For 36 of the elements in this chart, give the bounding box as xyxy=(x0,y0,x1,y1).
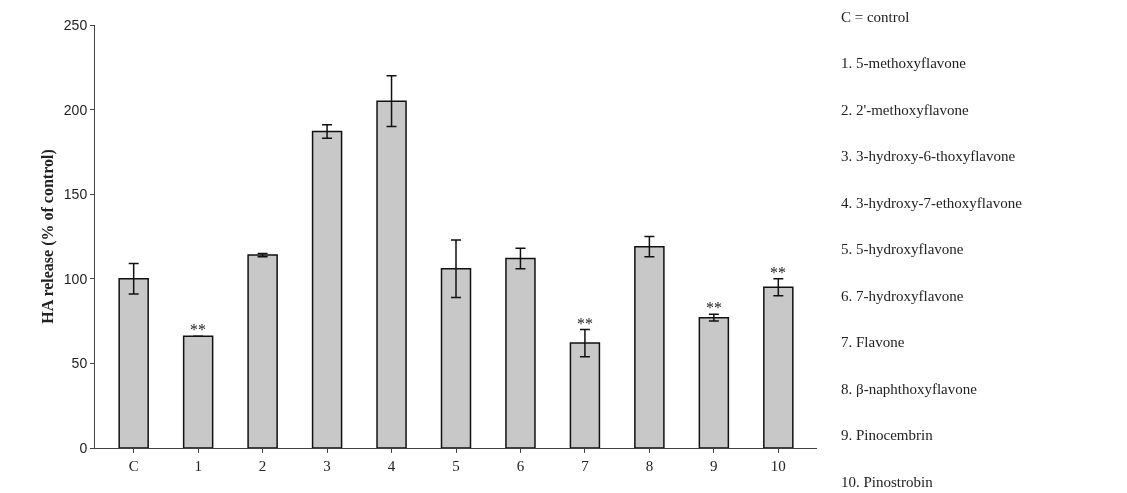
y-tick-label: 100 xyxy=(63,270,88,287)
y-tick-label: 0 xyxy=(79,439,88,456)
annotation: ** xyxy=(770,264,786,281)
bar xyxy=(698,316,730,448)
y-axis-title: HA release (% of control) xyxy=(39,149,57,324)
y-tick-label: 250 xyxy=(63,16,88,33)
y-tick-label: 150 xyxy=(63,186,88,203)
text: 4. 3-hydroxy-7-ethoxyflavone xyxy=(841,195,1023,211)
x-tick-label: 10 xyxy=(770,458,786,474)
text: 5. 5-hydroxyflavone xyxy=(841,241,964,257)
y-tick-label: 50 xyxy=(71,355,88,372)
annotation: ** xyxy=(706,299,722,316)
annotation: ** xyxy=(190,321,206,338)
x-tick-label: 2 xyxy=(258,458,267,474)
x-tick-label: 7 xyxy=(581,458,590,474)
x-tick-label: 5 xyxy=(452,458,460,474)
x-tick-label: 6 xyxy=(516,458,525,474)
text: 10. Pinostrobin xyxy=(841,474,934,490)
bar xyxy=(247,254,278,448)
x-tick-label: 8 xyxy=(645,458,654,474)
x-tick-label: C xyxy=(128,458,139,474)
annotation: ** xyxy=(577,315,593,332)
text: 1. 5-methoxyflavone xyxy=(841,55,967,71)
text: 7. Flavone xyxy=(841,334,905,350)
x-tick-label: 4 xyxy=(387,458,396,474)
bar xyxy=(182,335,214,448)
x-tick-label: 9 xyxy=(710,458,718,474)
text: 6. 7-hydroxyflavone xyxy=(841,288,964,304)
x-tick-label: 1 xyxy=(194,458,202,474)
x-tick-label: 3 xyxy=(323,458,331,474)
y-tick-label: 200 xyxy=(63,101,88,118)
text: 2. 2'-methoxyflavone xyxy=(841,102,970,118)
text: 8. β-naphthoxyflavone xyxy=(841,381,978,397)
text: 3. 3-hydroxy-6-thoxyflavone xyxy=(841,148,1016,164)
text: 9. Pinocembrin xyxy=(841,427,934,443)
text: C = control xyxy=(841,9,910,25)
